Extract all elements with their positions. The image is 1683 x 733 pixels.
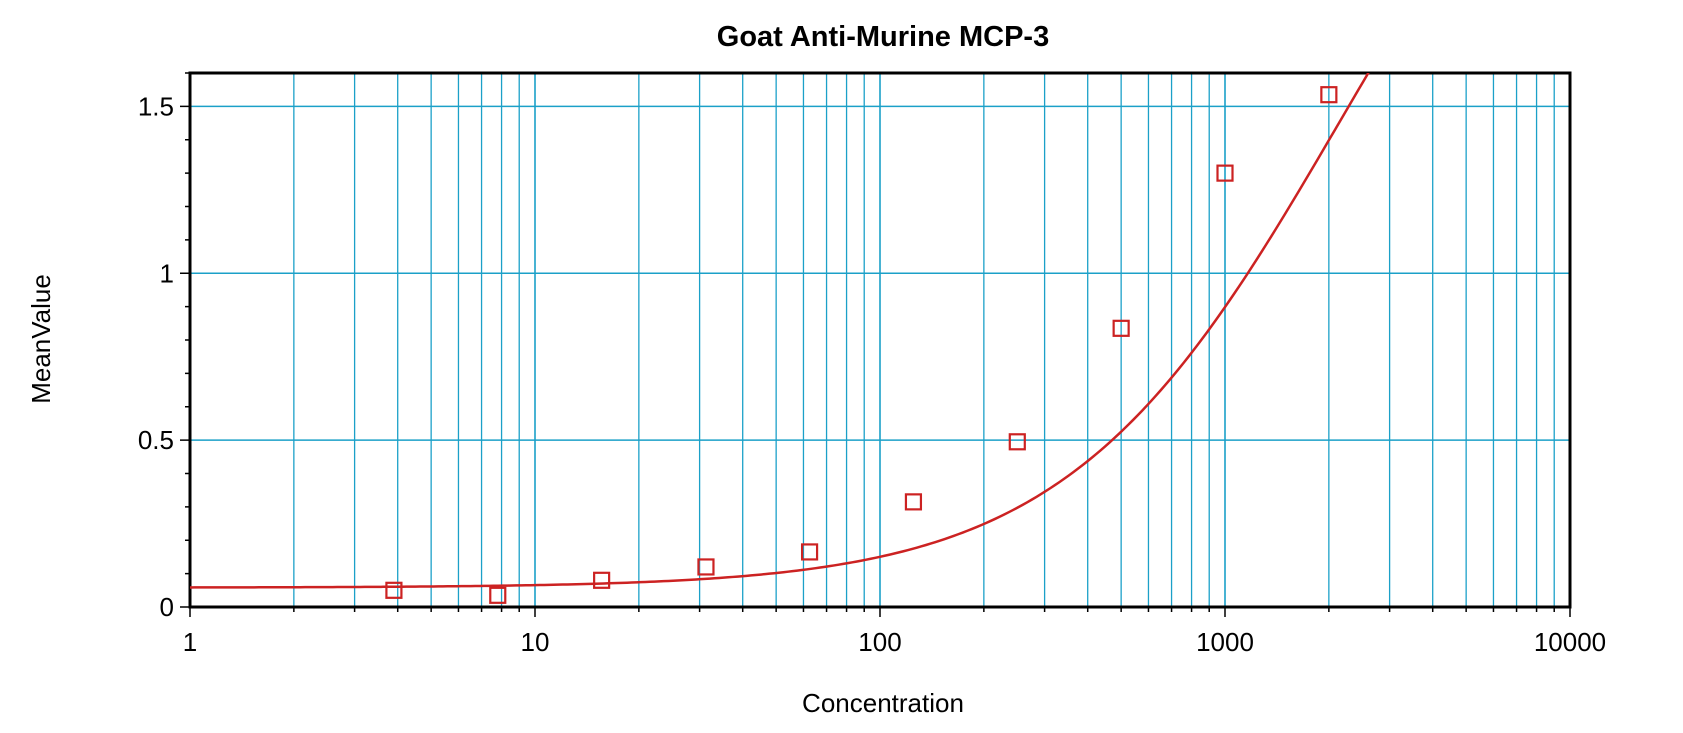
y-tick-label: 0 xyxy=(160,592,174,622)
data-point-marker xyxy=(697,558,715,576)
chart-title: Goat Anti-Murine MCP-3 xyxy=(717,21,1049,53)
x-tick-label: 10 xyxy=(521,627,550,657)
x-tick-label: 1000 xyxy=(1196,627,1254,657)
y-axis-label: MeanValue xyxy=(26,274,56,404)
data-point-marker xyxy=(1008,433,1026,451)
data-point-marker xyxy=(385,581,403,599)
x-tick-label: 1 xyxy=(183,627,197,657)
x-axis-label: Concentration xyxy=(802,688,964,718)
tick-labels: 0 0.5 1 1.5 1 10 100 1000 10000 xyxy=(138,91,1606,657)
fit-curve-layer xyxy=(190,73,1370,589)
x-tick-label: 10000 xyxy=(1534,627,1606,657)
data-points xyxy=(385,86,1338,604)
data-point-marker xyxy=(800,543,819,561)
y-tick-label: 0.5 xyxy=(138,425,174,455)
data-point-marker xyxy=(1216,164,1234,182)
fit-curve xyxy=(190,73,1370,589)
data-point-marker xyxy=(1112,319,1130,337)
axes xyxy=(180,71,1572,617)
x-tick-label: 100 xyxy=(858,627,901,657)
y-tick-label: 1.5 xyxy=(138,91,174,121)
data-point-marker xyxy=(489,586,507,604)
grid xyxy=(190,73,1570,607)
y-tick-label: 1 xyxy=(160,258,174,288)
data-point-marker xyxy=(1320,86,1338,104)
data-point-marker xyxy=(904,493,923,511)
data-point-marker xyxy=(593,571,611,589)
